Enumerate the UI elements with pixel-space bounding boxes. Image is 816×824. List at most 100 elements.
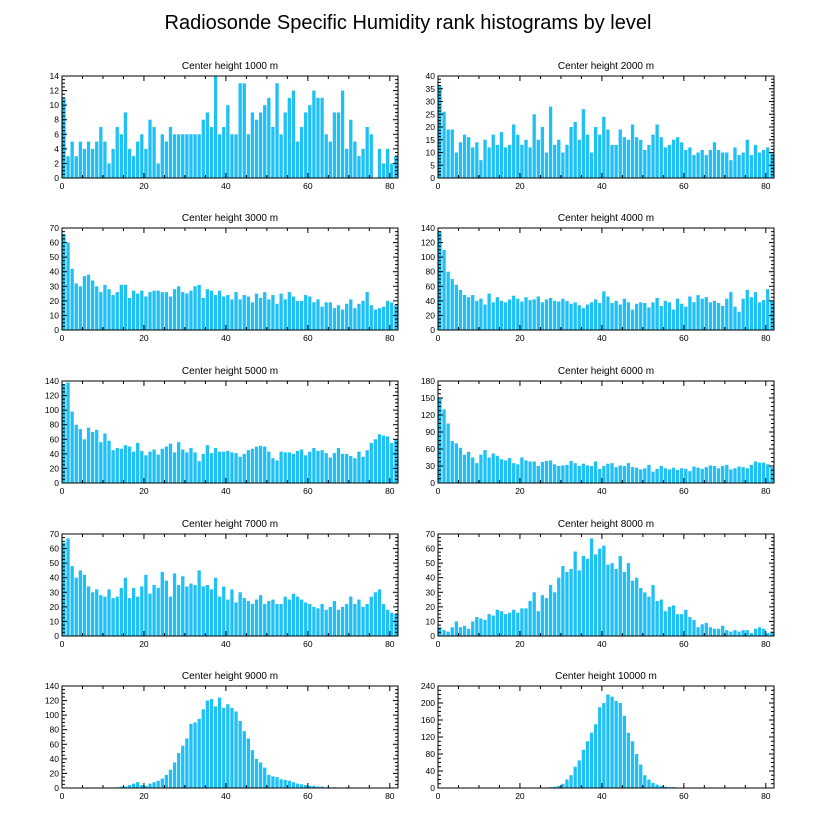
y-tick-label: 30: [50, 281, 60, 291]
bar: [491, 302, 495, 330]
bar: [675, 614, 680, 636]
bar: [336, 448, 341, 483]
bar: [275, 303, 279, 330]
bar: [336, 112, 341, 178]
bar: [626, 302, 631, 330]
bar: [721, 305, 725, 330]
x-tick-label: 20: [515, 639, 525, 649]
y-tick-label: 80: [50, 420, 60, 430]
bar: [332, 308, 337, 330]
bar: [585, 558, 590, 636]
panel-5: Center height 5000 m 0 20 40 60 80 0 20 40 60 80 10…: [45, 366, 399, 496]
bar: [524, 139, 528, 178]
y-tick-label: 40: [426, 573, 436, 583]
bar: [569, 568, 573, 636]
bar: [712, 628, 717, 636]
bar: [540, 595, 545, 636]
bar: [684, 149, 688, 178]
bar: [594, 127, 598, 178]
bar: [246, 450, 250, 483]
bar: [230, 452, 234, 483]
y-tick-label: 160: [421, 715, 435, 725]
bar: [304, 455, 308, 483]
bar: [160, 292, 164, 330]
y-tick-label: 90: [426, 427, 436, 437]
y-tick-label: 60: [50, 739, 60, 749]
bar: [74, 424, 78, 483]
bar: [454, 621, 458, 636]
y-tick-label: 4: [54, 144, 59, 154]
x-tick-label: 20: [139, 181, 149, 191]
bar: [271, 295, 275, 330]
bar: [725, 152, 729, 178]
x-tick-label: 0: [436, 791, 441, 801]
bar: [696, 627, 700, 636]
y-tick-label: 60: [50, 238, 60, 248]
bar: [111, 450, 115, 483]
bar: [462, 134, 467, 178]
bar: [250, 448, 255, 483]
bar: [692, 466, 696, 483]
bar: [164, 580, 169, 636]
bar: [181, 134, 185, 178]
x-tick-label: 80: [761, 791, 771, 801]
bar: [86, 586, 91, 636]
bar: [74, 156, 78, 178]
bar: [160, 778, 164, 788]
y-tick-label: 140: [421, 223, 435, 233]
bar: [462, 454, 467, 483]
bar: [618, 129, 622, 178]
bar: [516, 612, 520, 636]
bar: [361, 606, 365, 636]
bar: [667, 144, 672, 178]
y-tick-label: 20: [426, 310, 436, 320]
x-tick-label: 80: [761, 181, 771, 191]
bar: [172, 762, 177, 788]
bar: [386, 436, 390, 483]
bar: [369, 596, 373, 636]
bar: [115, 292, 119, 330]
bar: [655, 601, 659, 636]
y-tick-label: 140: [45, 376, 59, 386]
y-tick-label: 70: [426, 529, 436, 539]
bar: [647, 464, 651, 483]
bar: [667, 302, 672, 330]
bar: [181, 292, 185, 330]
bar: [377, 148, 382, 178]
x-tick-label: 80: [761, 333, 771, 343]
x-tick-label: 40: [221, 486, 231, 496]
bar: [606, 694, 610, 788]
bar: [164, 446, 169, 483]
panel-4: Center height 4000 m 0 20 40 60 80 0 20 40 60 80 10…: [421, 213, 775, 343]
bar: [283, 112, 287, 178]
bar: [95, 141, 99, 178]
bar: [275, 603, 279, 636]
bar: [164, 774, 169, 788]
bar: [394, 305, 398, 330]
bar: [148, 119, 152, 178]
bar: [487, 293, 491, 330]
y-tick-label: 30: [426, 587, 436, 597]
bar: [234, 602, 238, 636]
x-tick-label: 0: [436, 486, 441, 496]
x-tick-label: 60: [303, 639, 313, 649]
y-tick-label: 12: [50, 86, 60, 96]
bar: [218, 290, 222, 330]
y-tick-label: 180: [421, 376, 435, 386]
y-tick-label: 40: [50, 449, 60, 459]
bar: [144, 296, 148, 330]
bar: [144, 148, 148, 178]
bar: [168, 127, 173, 178]
bar: [144, 574, 148, 636]
bar: [479, 298, 483, 330]
x-tick-label: 20: [139, 333, 149, 343]
bar: [634, 303, 639, 330]
bar: [577, 466, 581, 483]
bar: [442, 630, 446, 636]
bar: [548, 106, 553, 178]
bar: [766, 289, 770, 330]
bar: [226, 599, 230, 636]
bar: [581, 109, 586, 178]
bar: [390, 302, 394, 330]
y-tick-label: 10: [50, 310, 60, 320]
